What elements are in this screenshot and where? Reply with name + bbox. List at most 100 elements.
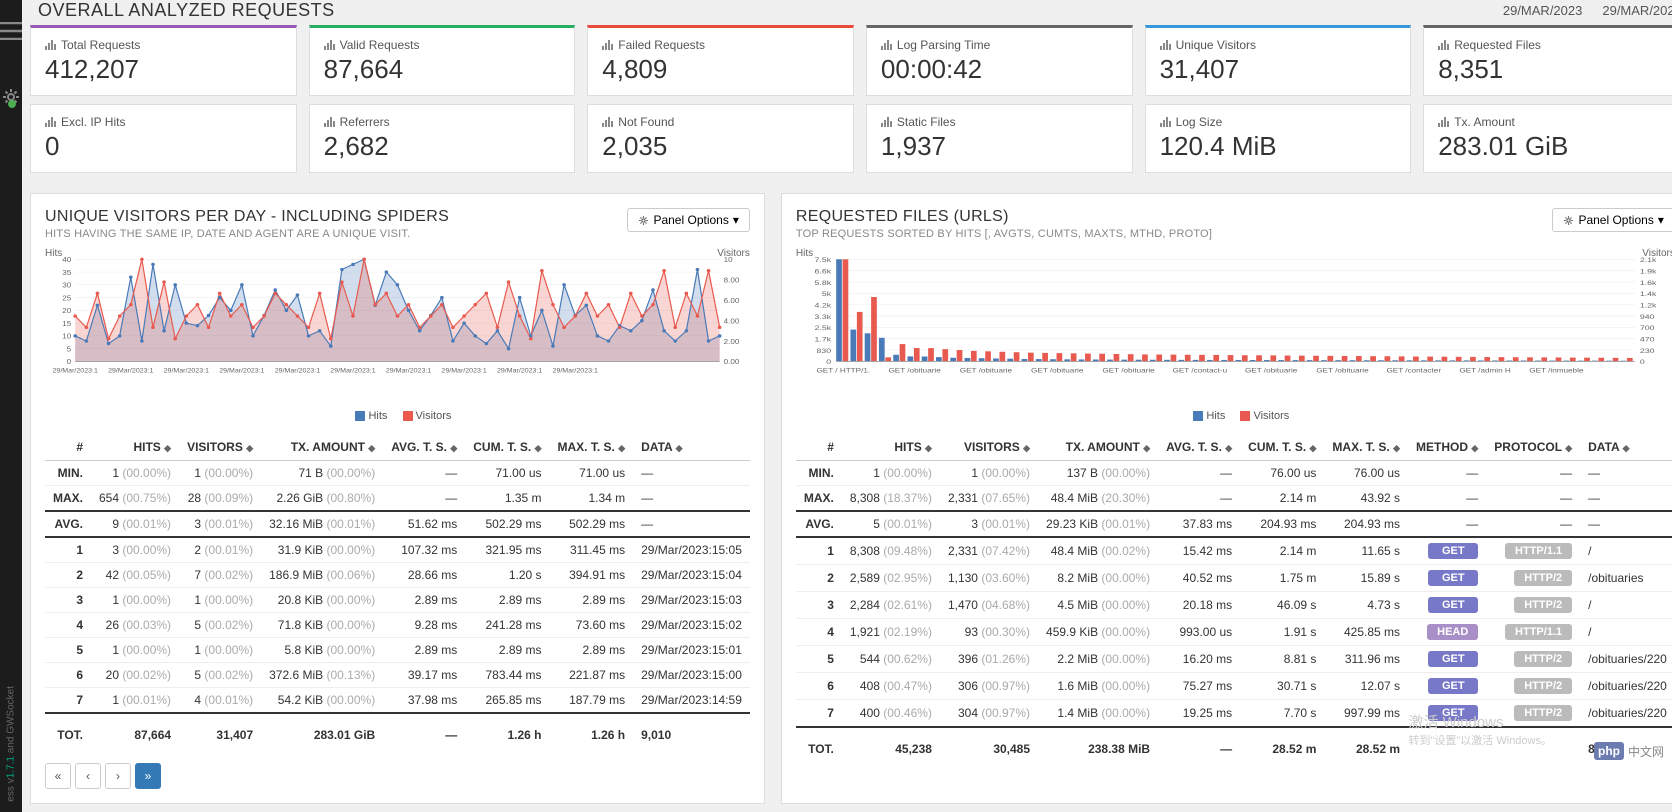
- table-row[interactable]: 51 (00.00%)1 (00.00%)5.8 KiB (00.00%)2.8…: [45, 638, 750, 663]
- panel-options-button[interactable]: Panel Options ▾: [627, 208, 749, 232]
- svg-text:35: 35: [62, 268, 71, 277]
- table-row[interactable]: 426 (00.03%)5 (00.02%)71.8 KiB (00.00%)9…: [45, 613, 750, 638]
- col-header[interactable]: MAX. T. S. ◆: [550, 434, 634, 461]
- protocol-badge: HTTP/2: [1514, 705, 1572, 721]
- site-logo: php 中文网: [1594, 742, 1664, 760]
- col-header[interactable]: TX. AMOUNT ◆: [261, 434, 383, 461]
- svg-text:GET /obituarie: GET /obituarie: [1316, 368, 1368, 375]
- table-row[interactable]: 13 (00.00%)2 (00.01%)31.9 KiB (00.00%)10…: [45, 537, 750, 563]
- col-header[interactable]: CUM. T. S. ◆: [465, 434, 549, 461]
- menu-icon[interactable]: [0, 22, 22, 45]
- panel-title: REQUESTED FILES (URLS): [796, 208, 1212, 226]
- stat-value: 87,664: [324, 54, 561, 85]
- bar-icon: [881, 117, 893, 127]
- svg-text:830: 830: [816, 347, 831, 355]
- svg-text:700: 700: [1640, 324, 1655, 332]
- table-row[interactable]: 5544 (00.62%)396 (01.26%)2.2 MiB (00.00%…: [796, 646, 1672, 673]
- svg-text:940: 940: [1640, 313, 1655, 321]
- bar-icon: [602, 117, 614, 127]
- stat-label: Referrers: [324, 115, 561, 129]
- svg-text:GET /obituarie: GET /obituarie: [1102, 368, 1154, 375]
- svg-text:GET /obituarie: GET /obituarie: [1031, 368, 1083, 375]
- svg-text:30: 30: [62, 281, 71, 290]
- protocol-badge: HTTP/2: [1514, 597, 1572, 613]
- col-header[interactable]: DATA ◆: [1580, 434, 1672, 461]
- svg-text:1.6k: 1.6k: [1640, 279, 1657, 287]
- y-axis-left-label: Hits: [796, 248, 813, 259]
- col-header[interactable]: MAX. T. S. ◆: [1324, 434, 1408, 461]
- svg-text:29/Mar/2023:1: 29/Mar/2023:1: [553, 368, 599, 375]
- stat-card: Log Parsing Time00:00:42: [866, 25, 1133, 96]
- table-row[interactable]: 22,589 (02.95%)1,130 (03.60%)8.2 MiB (00…: [796, 565, 1672, 592]
- svg-text:29/Mar/2023:1: 29/Mar/2023:1: [497, 368, 543, 375]
- panel-options-label: Panel Options: [1578, 213, 1653, 227]
- col-header[interactable]: HITS ◆: [842, 434, 940, 461]
- svg-text:GET /obituarie: GET /obituarie: [888, 368, 940, 375]
- col-header[interactable]: DATA ◆: [633, 434, 750, 461]
- y-axis-right-label: Visitors: [1642, 248, 1672, 259]
- bar-icon: [1438, 117, 1450, 127]
- table-row[interactable]: 242 (00.05%)7 (00.02%)186.9 MiB (00.06%)…: [45, 563, 750, 588]
- stat-card: Unique Visitors31,407: [1145, 25, 1412, 96]
- stat-label: Log Size: [1160, 115, 1397, 129]
- gear-icon: [638, 215, 649, 226]
- stat-value: 1,937: [881, 131, 1118, 162]
- method-badge: GET: [1428, 651, 1478, 667]
- stat-card: Failed Requests4,809: [587, 25, 854, 96]
- pager-next[interactable]: ›: [105, 763, 131, 789]
- col-header[interactable]: #: [45, 434, 91, 461]
- table-row[interactable]: 7400 (00.46%)304 (00.97%)1.4 MiB (00.00%…: [796, 700, 1672, 728]
- svg-text:2.00: 2.00: [724, 337, 740, 346]
- col-header[interactable]: TX. AMOUNT ◆: [1038, 434, 1158, 461]
- table-row[interactable]: 31 (00.00%)1 (00.00%)20.8 KiB (00.00%)2.…: [45, 588, 750, 613]
- table-row[interactable]: 620 (00.02%)5 (00.02%)372.6 MiB (00.13%)…: [45, 663, 750, 688]
- sidebar: ess v1.7.1 and GWSocket: [0, 0, 22, 812]
- table-row[interactable]: 32,284 (02.61%)1,470 (04.68%)4.5 MiB (00…: [796, 592, 1672, 619]
- col-header[interactable]: #: [796, 434, 842, 461]
- chart-legend: Hits Visitors: [45, 410, 750, 422]
- method-badge: GET: [1428, 543, 1478, 559]
- col-header[interactable]: AVG. T. S. ◆: [1158, 434, 1240, 461]
- table-row[interactable]: 18,308 (09.48%)2,331 (07.42%)48.4 MiB (0…: [796, 537, 1672, 565]
- table-row[interactable]: 6408 (00.47%)306 (00.97%)1.6 MiB (00.00%…: [796, 673, 1672, 700]
- col-header[interactable]: PROTOCOL ◆: [1486, 434, 1580, 461]
- legend-hits-label: Hits: [368, 410, 387, 422]
- table-row[interactable]: 71 (00.01%)4 (00.01%)54.2 KiB (00.00%)37…: [45, 688, 750, 714]
- pager: « ‹ › »: [45, 763, 750, 789]
- table-row[interactable]: 41,921 (02.19%)93 (00.30%)459.9 KiB (00.…: [796, 619, 1672, 646]
- panel-title: UNIQUE VISITORS PER DAY - INCLUDING SPID…: [45, 208, 449, 226]
- svg-text:40: 40: [62, 255, 71, 264]
- svg-text:29/Mar/2023:1: 29/Mar/2023:1: [108, 368, 154, 375]
- svg-text:4.2k: 4.2k: [814, 302, 831, 310]
- svg-text:GET /obituarie: GET /obituarie: [1245, 368, 1297, 375]
- stat-label: Requested Files: [1438, 38, 1672, 52]
- stat-label: Valid Requests: [324, 38, 561, 52]
- svg-text:470: 470: [1640, 336, 1655, 344]
- svg-text:230: 230: [1640, 347, 1655, 355]
- col-header[interactable]: VISITORS ◆: [179, 434, 261, 461]
- col-header[interactable]: VISITORS ◆: [940, 434, 1038, 461]
- panel-subtitle: HITS HAVING THE SAME IP, DATE AND AGENT …: [45, 228, 449, 240]
- col-header[interactable]: CUM. T. S. ◆: [1240, 434, 1324, 461]
- stat-value: 31,407: [1160, 54, 1397, 85]
- pager-prev[interactable]: ‹: [75, 763, 101, 789]
- requests-chart: Hits Visitors 08301.7k2.5k3.3k4.2k5k5.8k…: [796, 250, 1672, 400]
- panel-options-button[interactable]: Panel Options ▾: [1552, 208, 1672, 232]
- col-header[interactable]: AVG. T. S. ◆: [383, 434, 465, 461]
- visitors-panel: UNIQUE VISITORS PER DAY - INCLUDING SPID…: [30, 193, 765, 804]
- svg-text:GET /inmueble: GET /inmueble: [1529, 368, 1583, 375]
- protocol-badge: HTTP/1.1: [1505, 624, 1572, 640]
- pager-last[interactable]: »: [135, 763, 161, 789]
- svg-text:5.8k: 5.8k: [814, 279, 831, 287]
- date-range: 29/MAR/2023 29/MAR/2023: [1503, 3, 1672, 18]
- stat-card: Not Found2,035: [587, 104, 854, 173]
- svg-text:8.00: 8.00: [724, 276, 740, 285]
- stat-value: 0: [45, 131, 282, 162]
- svg-text:0.00: 0.00: [724, 358, 740, 367]
- col-header[interactable]: HITS ◆: [91, 434, 179, 461]
- pager-first[interactable]: «: [45, 763, 71, 789]
- stat-card: Tx. Amount283.01 GiB: [1423, 104, 1672, 173]
- stat-value: 2,682: [324, 131, 561, 162]
- col-header[interactable]: METHOD ◆: [1408, 434, 1486, 461]
- stats-row: Total Requests412,207Excl. IP Hits0Valid…: [30, 25, 1672, 173]
